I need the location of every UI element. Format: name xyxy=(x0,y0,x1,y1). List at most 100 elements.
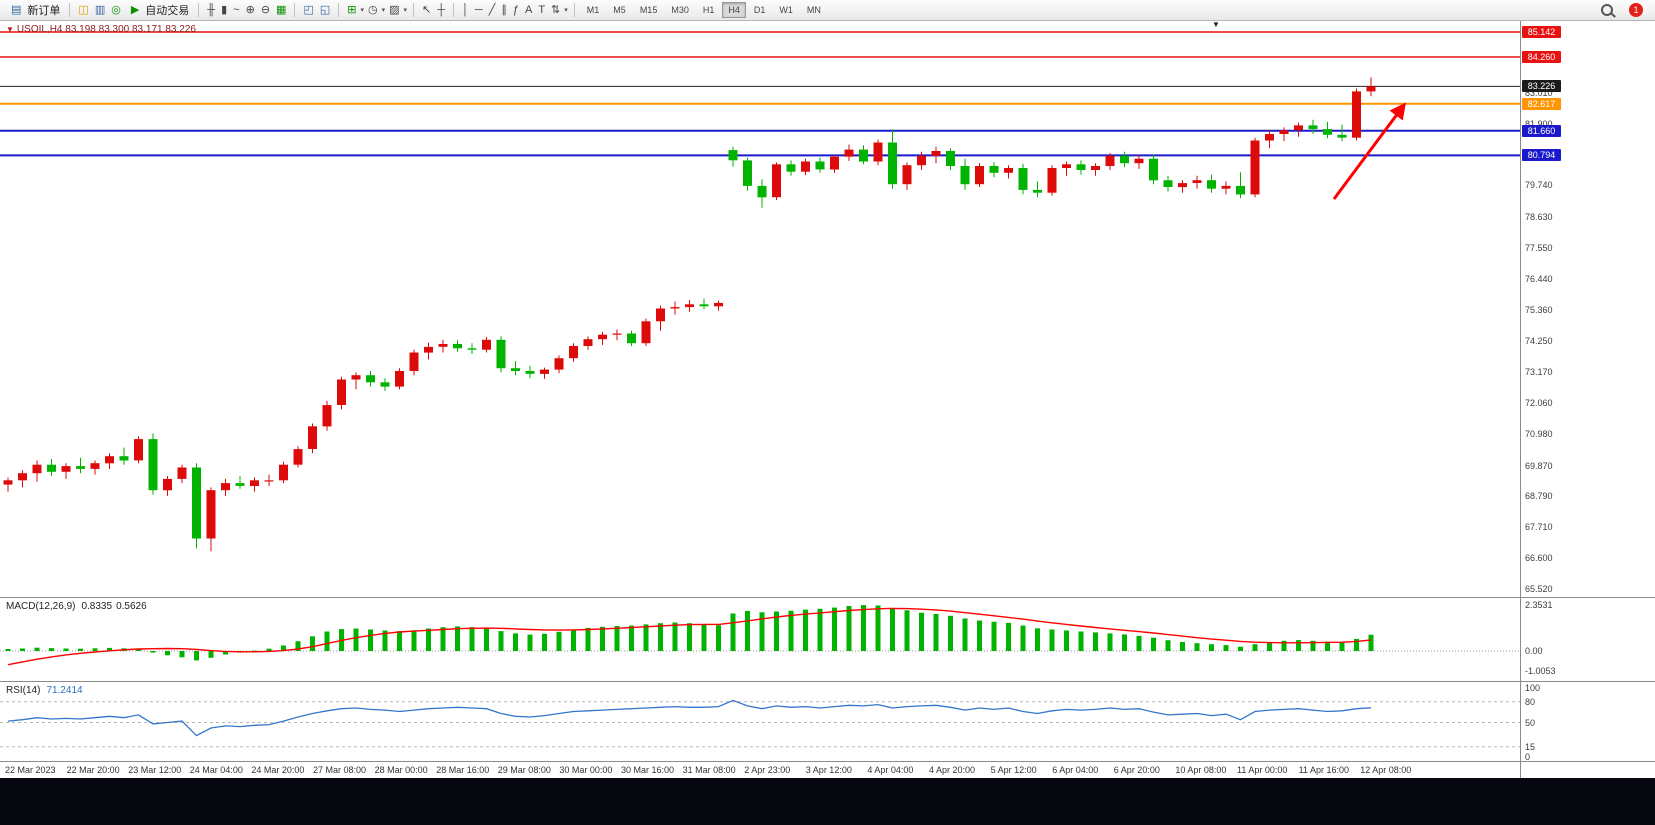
period-caret-icon[interactable]: ▾ xyxy=(381,7,386,14)
vertical-line-tool-icon[interactable]: │ xyxy=(462,3,469,16)
rsi-axis-label: 100 xyxy=(1525,683,1541,693)
macd-canvas[interactable] xyxy=(0,598,1655,681)
grid-icon[interactable]: ▦ xyxy=(276,3,287,16)
fibonacci-tool-icon[interactable]: ƒ xyxy=(512,3,519,16)
new-order-button[interactable]: ▤ 新订单 xyxy=(4,1,64,19)
line-chart-icon[interactable]: ~ xyxy=(233,3,240,16)
time-label: 24 Mar 04:00 xyxy=(189,765,243,775)
profile-icon[interactable]: ▥ xyxy=(94,3,106,16)
channel-tool-icon[interactable]: ∥ xyxy=(501,3,507,16)
horizontal-levels xyxy=(0,31,1520,157)
macd-histogram xyxy=(5,605,1374,661)
timeframe-mn[interactable]: MN xyxy=(801,2,827,18)
shapes-tool-icon[interactable]: ⇅ xyxy=(551,3,561,16)
time-label: 30 Mar 16:00 xyxy=(621,765,675,775)
symbol-marker-icon: ▼ xyxy=(6,25,14,34)
time-label: 3 Apr 12:00 xyxy=(805,765,852,775)
symbol-ohlc-label: ▼ USOIL,H4 83.198 83.300 83.171 83.226 xyxy=(6,24,196,35)
search-icon[interactable] xyxy=(1601,4,1613,16)
timeframe-h1[interactable]: H1 xyxy=(697,2,721,18)
period-clock-icon[interactable]: ◷ xyxy=(367,3,378,16)
add-indicator-caret-icon[interactable]: ▾ xyxy=(360,7,364,14)
main-chart[interactable]: ▼ USOIL,H4 83.198 83.300 83.171 83.226 ▼ xyxy=(0,20,1655,597)
text-tool-icon[interactable]: A xyxy=(524,3,533,16)
time-label: 2 Apr 23:00 xyxy=(744,765,791,775)
rsi-canvas[interactable] xyxy=(0,682,1655,761)
time-label: 10 Apr 08:00 xyxy=(1175,765,1227,775)
horizontal-line-tool-icon[interactable]: ─ xyxy=(474,3,483,16)
timeframe-m15[interactable]: M15 xyxy=(634,2,664,18)
crosshair-icon[interactable]: ┼ xyxy=(437,3,446,16)
timeframe-w1[interactable]: W1 xyxy=(773,2,799,18)
macd-axis-label: 2.3531 xyxy=(1525,600,1553,610)
macd-panel[interactable]: MACD(12,26,9) 0.8335 0.5626 2.3531 0.00 -1.0… xyxy=(0,597,1655,681)
notification-badge[interactable]: 1 xyxy=(1629,3,1643,17)
rsi-axis-label: 15 xyxy=(1525,741,1536,752)
toolbar-separator xyxy=(294,3,296,17)
time-label: 6 Apr 20:00 xyxy=(1113,765,1160,775)
zoom-out-icon[interactable]: ⊖ xyxy=(260,3,271,16)
template-caret-icon[interactable]: ▾ xyxy=(403,7,408,14)
zoom-in-icon[interactable]: ⊕ xyxy=(245,3,255,16)
timeframe-m30[interactable]: M30 xyxy=(665,2,695,18)
candlestick-chart-canvas[interactable] xyxy=(0,21,1655,597)
trend-arrow[interactable] xyxy=(1332,102,1406,200)
new-order-label: 新订单 xyxy=(27,5,61,17)
toolbar-separator xyxy=(69,3,71,17)
chart-window-icon[interactable]: ◫ xyxy=(78,3,89,16)
time-label: 31 Mar 08:00 xyxy=(682,765,736,775)
autotrade-button[interactable]: ▶ 自动交易 xyxy=(124,1,193,19)
time-label: 28 Mar 00:00 xyxy=(374,765,428,775)
toolbar-separator xyxy=(413,3,415,17)
timeframe-m1[interactable]: M1 xyxy=(581,2,606,18)
macd-signal-line xyxy=(7,607,1372,666)
timeframe-m5[interactable]: M5 xyxy=(607,2,632,18)
template-icon[interactable]: ▨ xyxy=(389,3,400,16)
autotrade-label: 自动交易 xyxy=(145,5,190,17)
bar-chart-icon[interactable]: ╫ xyxy=(207,3,216,16)
rsi-panel[interactable]: RSI(14) 71.2414 100 80 50 15 0 xyxy=(0,681,1655,762)
time-label: 28 Mar 16:00 xyxy=(436,765,490,775)
toolbar-separator xyxy=(198,3,200,17)
macd-signal-value: 0.5626 xyxy=(116,601,147,612)
trendline-tool-icon[interactable]: ╱ xyxy=(488,3,496,16)
time-label: 27 Mar 08:00 xyxy=(313,765,367,775)
shapes-caret-icon[interactable]: ▾ xyxy=(564,7,568,14)
autotrade-play-icon: ▶ xyxy=(130,3,140,16)
terminal-strip xyxy=(0,778,1655,825)
toolbar-separator xyxy=(573,3,575,17)
cascade-windows-icon[interactable]: ◱ xyxy=(319,3,331,16)
candlestick-chart-icon[interactable]: ▮ xyxy=(221,3,228,16)
rsi-line xyxy=(7,699,1372,737)
time-label: 23 Mar 12:00 xyxy=(128,765,182,775)
time-axis: 22 Mar 2023 22 Mar 20:00 23 Mar 12:00 24 Ma… xyxy=(0,761,1655,778)
timeframe-d1[interactable]: D1 xyxy=(748,2,772,18)
time-label: 29 Mar 08:00 xyxy=(497,765,551,775)
add-indicator-icon[interactable]: ⊞ xyxy=(347,3,357,16)
macd-axis-label: -1.0053 xyxy=(1525,665,1556,676)
macd-name: MACD(12,26,9) xyxy=(6,601,76,612)
price-axis-separator xyxy=(1520,21,1521,778)
toolbar-separator xyxy=(453,3,455,17)
timeframe-h4[interactable]: H4 xyxy=(722,2,746,18)
tile-windows-icon[interactable]: ◰ xyxy=(303,3,314,16)
rsi-label: RSI(14) 71.2414 xyxy=(6,685,83,696)
time-label: 5 Apr 12:00 xyxy=(990,765,1037,775)
time-label: 4 Apr 04:00 xyxy=(867,765,914,775)
cursor-icon[interactable]: ↖ xyxy=(422,3,432,16)
time-label: 11 Apr 00:00 xyxy=(1237,765,1288,775)
time-label: 30 Mar 00:00 xyxy=(559,765,613,775)
time-label: 12 Apr 08:00 xyxy=(1360,765,1412,775)
time-label: 24 Mar 20:00 xyxy=(251,765,305,775)
macd-label: MACD(12,26,9) 0.8335 0.5626 xyxy=(6,601,147,612)
label-tool-icon[interactable]: T xyxy=(538,3,546,16)
alerts-icon[interactable]: ◎ xyxy=(111,3,121,16)
rsi-axis-label: 50 xyxy=(1525,717,1536,728)
time-label: 6 Apr 04:00 xyxy=(1052,765,1099,775)
scroll-to-end-marker-icon[interactable]: ▼ xyxy=(1212,20,1220,29)
timeframe-group: M1 M5 M15 M30 H1 H4 D1 W1 MN xyxy=(580,2,828,18)
new-order-icon: ▤ xyxy=(11,3,22,16)
time-label: 22 Mar 20:00 xyxy=(66,765,120,775)
toolbar: ▤ 新订单 ◫ ▥ ◎ ▶ 自动交易 ╫ ▮ ~ ⊕ ⊖ ▦ ◰ ◱ ⊞ ▾ ◷ ▾… xyxy=(0,0,1655,21)
